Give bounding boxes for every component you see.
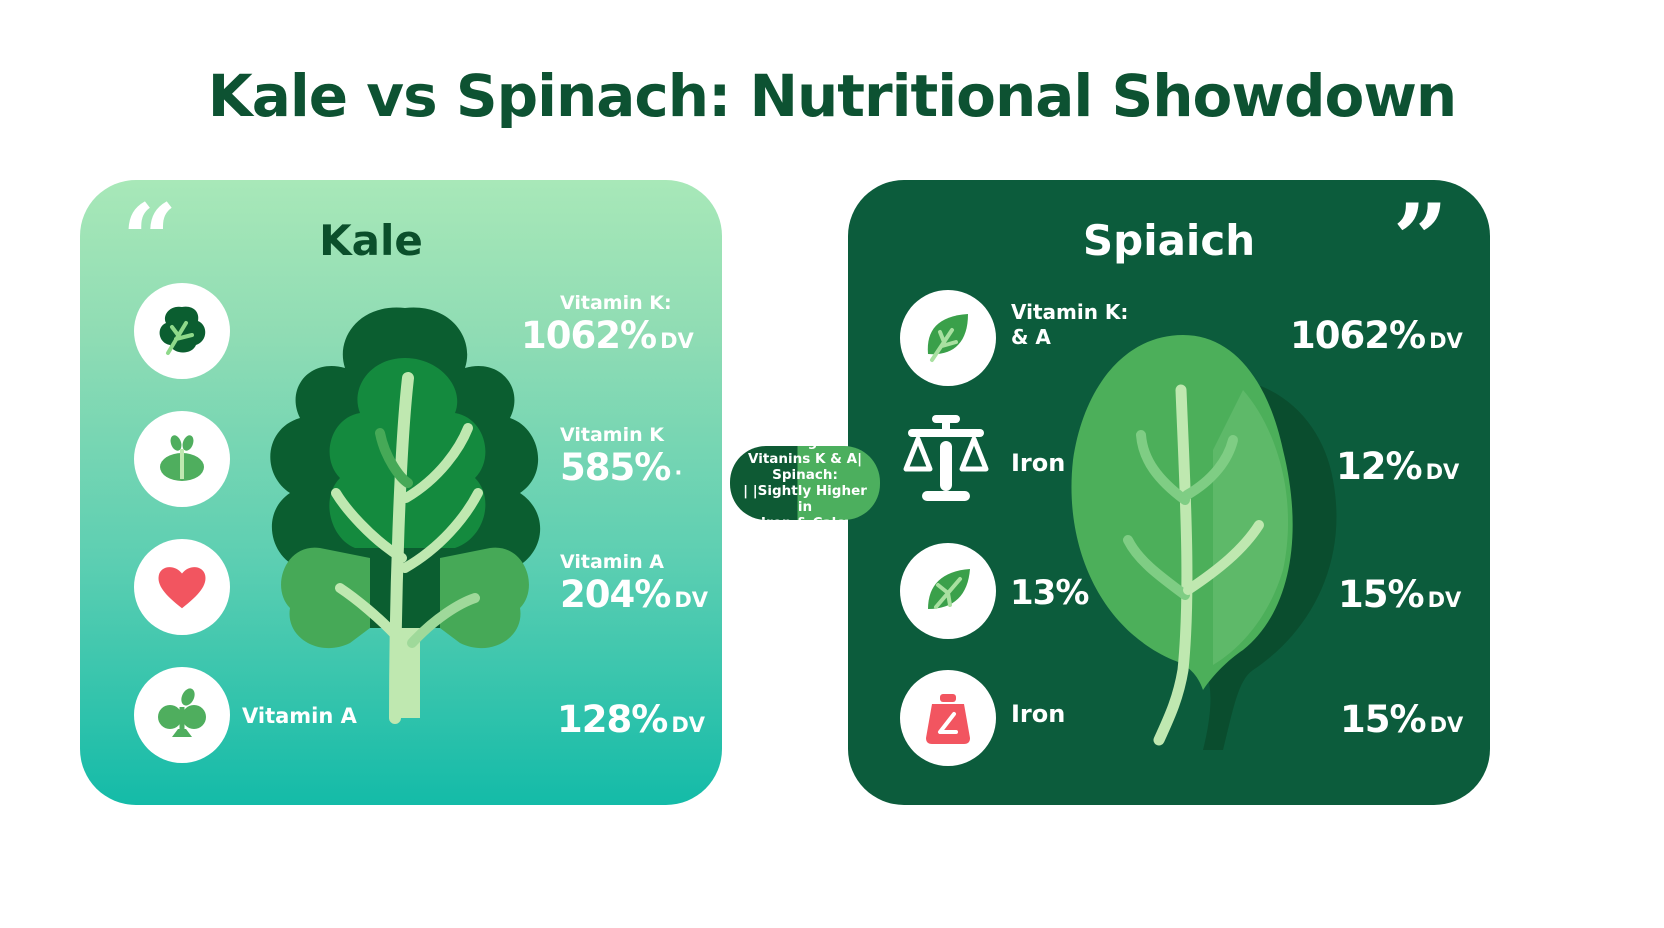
kale-leaf-icon [134, 283, 230, 379]
comparison-bubble: Kale: Higher in Vitanins K & A| Spinach:… [730, 446, 880, 520]
kale-stat-value: 204% DV [560, 573, 708, 616]
spinach-stat-label: 13% [1010, 573, 1089, 613]
spinach-illustration-icon [1071, 335, 1337, 750]
spinach-stat-value: 1062% DV [1290, 314, 1463, 357]
kale-stat-value: 585% · [560, 446, 683, 489]
page-title: Kale vs Spinach: Nutritional Showdown [207, 62, 1457, 130]
kale-icon-label: Vitamin A [242, 704, 357, 728]
spinach-stat-label: Iron [1011, 700, 1066, 728]
scale-icon [898, 415, 994, 511]
kale-stat-label: Vitamin A [560, 551, 664, 573]
kale-stat-value: 1062% DV [521, 314, 694, 357]
spinach-stat-value: 15% DV [1340, 698, 1464, 741]
comparison-text: Kale: Higher in Vitanins K & A| Spinach:… [742, 446, 868, 520]
kale-stat-value: 128% DV [557, 698, 705, 741]
leaf-icon [900, 290, 996, 386]
heart-icon [134, 539, 230, 635]
spinach-panel: Spiaich ” Vitamin K: & A 1062% DV Iron 12… [848, 180, 1490, 805]
spinach-stat-value: 15% DV [1338, 573, 1462, 616]
kale-stat-label: Vitamin K [560, 424, 664, 446]
kale-illustration-icon [270, 307, 541, 724]
weight-icon [900, 670, 996, 766]
sprout-icon [134, 411, 230, 507]
spinach-title: Spiaich [1082, 216, 1256, 265]
spinach-stat-label: Iron [1011, 449, 1066, 477]
close-quote-icon: ” [1392, 183, 1448, 296]
kale-panel: “ Kale Vitamin A Vitamin K: 1062% DV Vita… [80, 180, 722, 805]
seedling-icon [134, 667, 230, 763]
open-quote-icon: “ [122, 183, 178, 296]
kale-stat-label: Vitamin K: [560, 292, 672, 314]
kale-title: Kale [319, 216, 423, 265]
leaf-icon [900, 543, 996, 639]
spinach-stat-label: Vitamin K: & A [1011, 300, 1129, 349]
spinach-stat-value: 12% DV [1336, 445, 1460, 488]
